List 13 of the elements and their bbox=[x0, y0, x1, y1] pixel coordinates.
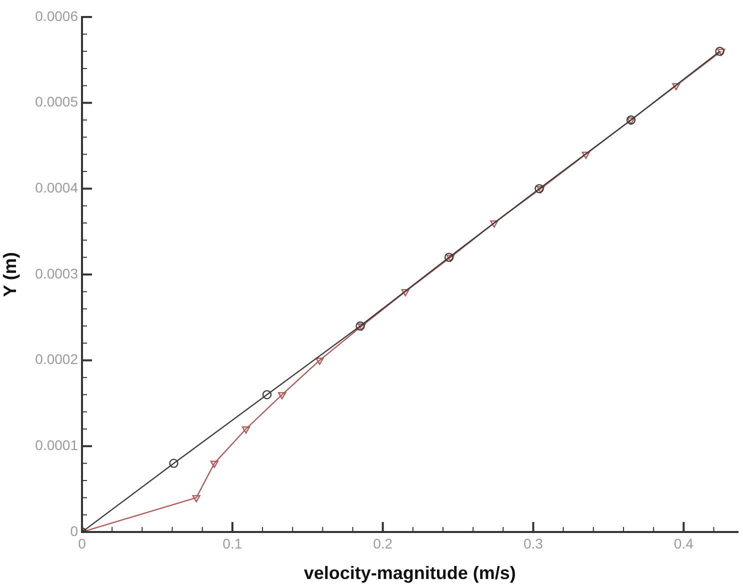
x-axis-title: velocity-magnitude (m/s) bbox=[304, 563, 516, 584]
y-tick-label: 0.0006 bbox=[35, 8, 78, 24]
x-tick-label: 0.2 bbox=[373, 535, 393, 552]
y-tick-label: 0.0005 bbox=[35, 94, 78, 110]
y-tick-label: 0.0002 bbox=[35, 351, 78, 368]
y-tick-label: 0.0001 bbox=[35, 437, 78, 454]
y-tick-label: 0.0004 bbox=[35, 180, 78, 196]
x-tick-label: 0.4 bbox=[674, 535, 694, 552]
y-tick-label: 0.0003 bbox=[35, 265, 78, 282]
x-tick-label: 0.1 bbox=[222, 535, 242, 552]
x-tick-label: 0.3 bbox=[524, 535, 544, 552]
y-axis-title: Y (m) bbox=[0, 252, 20, 297]
y-tick-label: 0 bbox=[70, 522, 78, 539]
